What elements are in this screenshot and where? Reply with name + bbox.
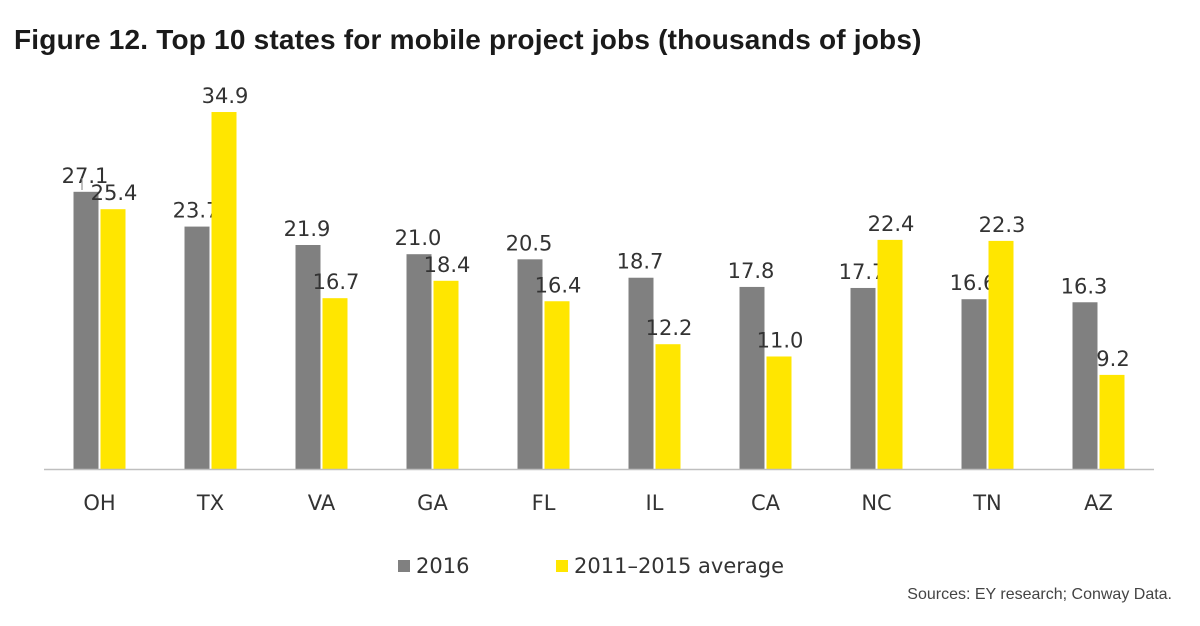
bar-2016-ca: [739, 286, 765, 469]
data-label-2016-oh: 27.1: [62, 164, 109, 188]
bar-2016-il: [628, 277, 654, 469]
data-label-average-tx: 34.9: [202, 84, 249, 108]
x-tick-label-tn: TN: [972, 491, 1002, 515]
bar-2016-az: [1072, 302, 1098, 469]
legend-swatch-average: [556, 560, 568, 572]
bar-average-tx: [211, 112, 237, 469]
bar-average-nc: [877, 239, 903, 469]
data-label-average-il: 12.2: [646, 316, 693, 340]
bar-2016-fl: [517, 259, 543, 469]
x-tick-label-oh: OH: [83, 491, 115, 515]
legend-item-2016: 2016: [398, 554, 469, 578]
bar-average-va: [322, 298, 348, 469]
bar-2016-nc: [850, 287, 876, 469]
bar-average-ca: [766, 356, 792, 469]
bar-average-fl: [544, 301, 570, 469]
x-tick-label-nc: NC: [861, 491, 891, 515]
data-label-2016-az: 16.3: [1061, 274, 1108, 298]
bar-2016-oh: [73, 191, 99, 469]
chart-title: Figure 12. Top 10 states for mobile proj…: [14, 24, 922, 55]
data-label-2016-fl: 20.5: [506, 231, 553, 255]
data-label-2016-ca: 17.8: [728, 259, 775, 283]
x-tick-label-tx: TX: [196, 491, 224, 515]
data-label-2016-va: 21.9: [284, 217, 331, 241]
data-label-average-fl: 16.4: [535, 273, 582, 297]
bar-2016-tn: [961, 299, 987, 469]
bar-average-ga: [433, 280, 459, 469]
data-label-average-tn: 22.3: [979, 213, 1026, 237]
x-tick-label-va: VA: [308, 491, 336, 515]
data-label-average-oh: 25.4: [91, 181, 138, 205]
bar-average-il: [655, 344, 681, 469]
bar-average-tn: [988, 240, 1014, 469]
data-label-2016-il: 18.7: [617, 250, 664, 274]
x-tick-label-ga: GA: [417, 491, 448, 515]
source-note: Sources: EY research; Conway Data.: [907, 586, 1172, 603]
bar-2016-tx: [184, 226, 210, 469]
x-tick-label-ca: CA: [751, 491, 781, 515]
legend-label-2016: 2016: [416, 554, 470, 578]
bar-average-az: [1099, 374, 1125, 469]
data-label-average-ca: 11.0: [757, 328, 804, 352]
data-label-average-az: 9.2: [1096, 347, 1129, 371]
x-tick-label-il: IL: [646, 491, 664, 515]
legend-swatch-2016: [398, 560, 410, 572]
legend-label-average: 2011–2015 average: [574, 554, 785, 578]
bar-2016-ga: [406, 254, 432, 469]
bar-average-oh: [100, 209, 126, 470]
x-tick-label-fl: FL: [532, 491, 556, 515]
data-label-average-va: 16.7: [313, 270, 360, 294]
legend-item-average: 2011–2015 average: [556, 554, 784, 578]
bar-2016-va: [295, 244, 321, 469]
data-label-average-nc: 22.4: [868, 212, 915, 236]
data-label-2016-ga: 21.0: [395, 226, 442, 250]
data-label-average-ga: 18.4: [424, 253, 471, 277]
x-tick-label-az: AZ: [1084, 491, 1113, 515]
